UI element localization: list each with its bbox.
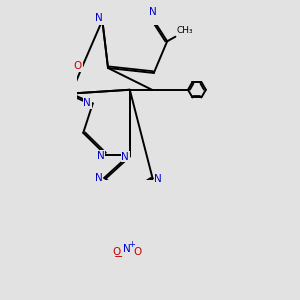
Text: O: O <box>74 61 82 71</box>
Text: N: N <box>83 98 91 109</box>
Text: N: N <box>95 173 103 183</box>
Text: N: N <box>95 13 103 23</box>
Text: +: + <box>128 240 135 249</box>
Text: O: O <box>112 247 121 257</box>
Text: N: N <box>97 151 105 160</box>
Text: N: N <box>123 244 131 254</box>
Text: −: − <box>114 252 123 262</box>
Text: N: N <box>149 7 157 17</box>
Text: N: N <box>154 174 162 184</box>
Text: N: N <box>121 152 129 162</box>
Text: O: O <box>134 247 142 257</box>
Text: CH₃: CH₃ <box>176 26 193 35</box>
